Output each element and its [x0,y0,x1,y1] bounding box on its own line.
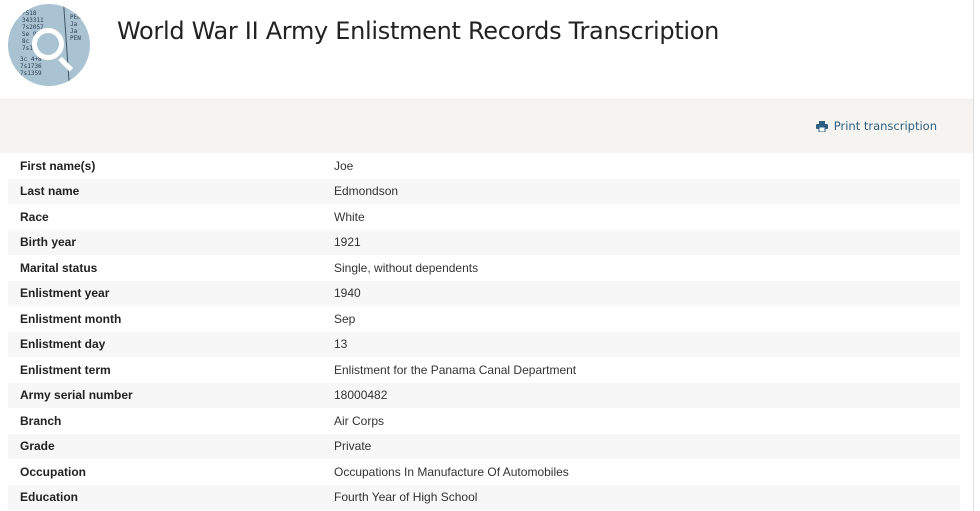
field-value: Edmondson [322,178,960,204]
table-row: Birth year 1921 [8,229,960,255]
table-row: Race White [8,204,960,230]
field-value: Joe [334,158,354,173]
field-value: Enlistment for the Panama Canal Departme… [334,362,577,377]
field-label: Education [8,484,322,510]
field-label: Enlistment month [20,311,122,326]
table-row: Enlistment day 13 [8,331,960,357]
field-value: Single, without dependents [334,260,479,275]
field-label: Marital status [20,260,98,275]
field-value: 18000482 [322,382,960,408]
table-row: Army serial number 18000482 [8,382,960,408]
print-label: Print transcription [833,119,937,133]
table-row: Grade Private [8,433,960,459]
field-value: Sep [334,311,356,326]
field-label: Enlistment term [20,362,111,377]
field-label: Enlistment year [8,280,322,306]
field-label: Branch [20,413,62,428]
logo: +518 343311 7s2057 Se 91 8c 7s1 3c 4+8 7s1736 7… [8,4,90,86]
table-row: Marital status Single, without dependents [8,255,960,281]
field-value: Air Corps [334,413,385,428]
field-label: Last name [8,178,322,204]
toolbar: Print transcription [0,99,973,153]
field-label: Enlistment day [8,331,322,357]
table-row: First name(s) Joe [8,153,960,179]
field-value: Private [322,433,960,459]
field-label: Occupation [20,464,87,479]
print-transcription-button[interactable]: Print transcription [815,119,937,133]
field-label: Race [20,209,49,224]
table-row: Enlistment month Sep [8,306,960,332]
table-row: Education Fourth Year of High School [8,484,960,510]
table-row: Occupation Occupations In Manufacture Of … [8,459,960,485]
table-row: Enlistment year 1940 [8,280,960,306]
field-label: Grade [8,433,322,459]
field-value: 1921 [322,229,960,255]
field-label: Army serial number [8,382,322,408]
field-value: Fourth Year of High School [322,484,960,510]
field-value: Occupations In Manufacture Of Automobile… [334,464,569,479]
field-label: First name(s) [20,158,96,173]
transcription-table: First name(s) Joe Last name Edmondson Race Wh… [8,153,960,510]
field-label: Birth year [8,229,322,255]
table-row: Last name Edmondson [8,178,960,204]
field-value: 1940 [322,280,960,306]
page-title: World War II Army Enlistment Records Tra… [117,17,720,45]
printer-icon [815,120,828,132]
header: +518 343311 7s2057 Se 91 8c 7s1 3c 4+8 7s1736 7… [0,0,973,99]
magnifier-icon [32,28,64,60]
table-row: Enlistment term Enlistment for the Panama… [8,357,960,383]
field-value: White [334,209,365,224]
field-value: 13 [322,331,960,357]
table-row: Branch Air Corps [8,408,960,434]
